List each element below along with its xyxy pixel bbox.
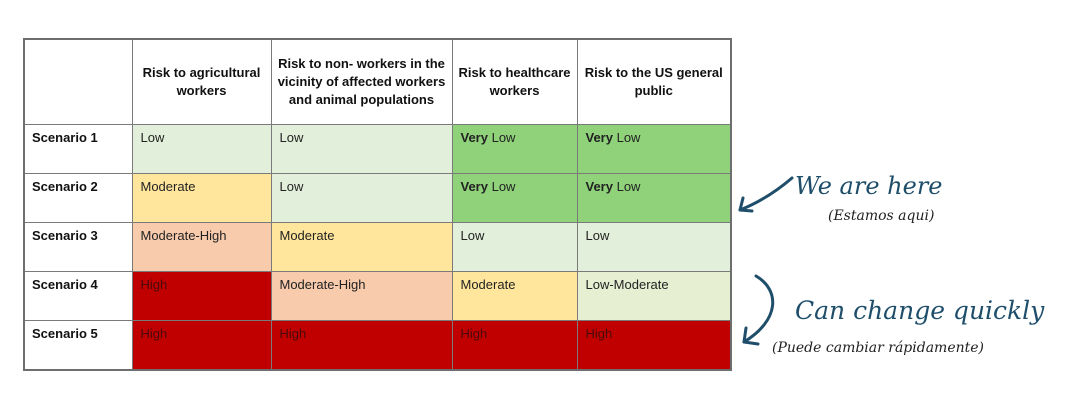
arrow-icon	[738, 176, 794, 213]
header-row: Risk to agricultural workers Risk to non…	[23, 38, 732, 125]
risk-cell-level: Low	[279, 179, 304, 194]
table-row: Scenario 5 High High High High	[23, 320, 732, 371]
risk-cell: Low	[270, 173, 453, 223]
risk-cell: High	[576, 320, 732, 371]
risk-cell-level: High	[460, 326, 488, 341]
risk-cell: Very Low	[576, 173, 732, 223]
row-label-scenario-1: Scenario 1	[23, 124, 133, 174]
row-label-scenario-2: Scenario 2	[23, 173, 133, 223]
risk-cell-level: Low	[140, 130, 165, 145]
header-healthcare-workers: Risk to healthcare workers	[451, 38, 578, 125]
curved-arrow-icon	[742, 274, 775, 346]
risk-cell: Low	[451, 222, 578, 272]
risk-cell: Low	[131, 124, 272, 174]
risk-cell: High	[131, 320, 272, 371]
row-label-scenario-5: Scenario 5	[23, 320, 133, 371]
risk-cell-level: Low	[279, 130, 304, 145]
risk-cell-level: Moderate-High	[140, 228, 227, 243]
risk-cell: Very Low	[576, 124, 732, 174]
row-label-scenario-4: Scenario 4	[23, 271, 133, 321]
risk-cell-emphasis: Very	[460, 179, 488, 194]
risk-cell: Low	[270, 124, 453, 174]
risk-cell: Low-Moderate	[576, 271, 732, 321]
risk-cell-level: Low	[612, 179, 641, 194]
risk-cell: Low	[576, 222, 732, 272]
row-label-scenario-3: Scenario 3	[23, 222, 133, 272]
risk-cell-level: High	[140, 326, 168, 341]
risk-cell: High	[451, 320, 578, 371]
risk-cell-level: Low	[487, 179, 516, 194]
risk-cell-level: High	[585, 326, 613, 341]
header-agricultural-workers: Risk to agricultural workers	[131, 38, 272, 125]
risk-cell: Moderate	[270, 222, 453, 272]
risk-cell: Moderate	[451, 271, 578, 321]
risk-cell-level: High	[140, 277, 168, 292]
risk-cell: Very Low	[451, 124, 578, 174]
annotation-estamos-aqui: (Estamos aqui)	[828, 208, 935, 224]
risk-cell-level: Moderate	[140, 179, 196, 194]
risk-cell: Very Low	[451, 173, 578, 223]
risk-cell-level: Moderate	[460, 277, 516, 292]
table-row: Scenario 1 Low Low Very Low Very Low	[23, 124, 732, 174]
risk-cell: Moderate-High	[131, 222, 272, 272]
header-corner	[23, 38, 133, 125]
risk-cell-emphasis: Very	[585, 130, 613, 145]
risk-table: Risk to agricultural workers Risk to non…	[23, 38, 732, 371]
risk-cell-level: Low	[612, 130, 641, 145]
risk-cell: High	[131, 271, 272, 321]
annotation-we-are-here: We are here	[795, 172, 943, 200]
table-row: Scenario 3 Moderate-High Moderate Low Lo…	[23, 222, 732, 272]
table-row: Scenario 4 High Moderate-High Moderate L…	[23, 271, 732, 321]
annotation-can-change-quickly: Can change quickly	[795, 296, 1045, 325]
table-row: Scenario 2 Moderate Low Very Low Very Lo…	[23, 173, 732, 223]
risk-cell-level: Moderate-High	[279, 277, 366, 292]
risk-cell-emphasis: Very	[460, 130, 488, 145]
risk-cell-level: Moderate	[279, 228, 335, 243]
risk-cell: High	[270, 320, 453, 371]
risk-cell: Moderate-High	[270, 271, 453, 321]
risk-cell-level: Low	[585, 228, 610, 243]
risk-cell-level: High	[279, 326, 307, 341]
risk-cell-emphasis: Very	[585, 179, 613, 194]
risk-cell: Moderate	[131, 173, 272, 223]
risk-cell-level: Low	[487, 130, 516, 145]
header-non-workers: Risk to non- workers in the vicinity of …	[270, 38, 453, 125]
risk-cell-level: Low	[460, 228, 485, 243]
header-general-public: Risk to the US general public	[576, 38, 732, 125]
risk-cell-level: Low-Moderate	[585, 277, 669, 292]
annotation-puede-cambiar: (Puede cambiar rápidamente)	[772, 340, 985, 356]
